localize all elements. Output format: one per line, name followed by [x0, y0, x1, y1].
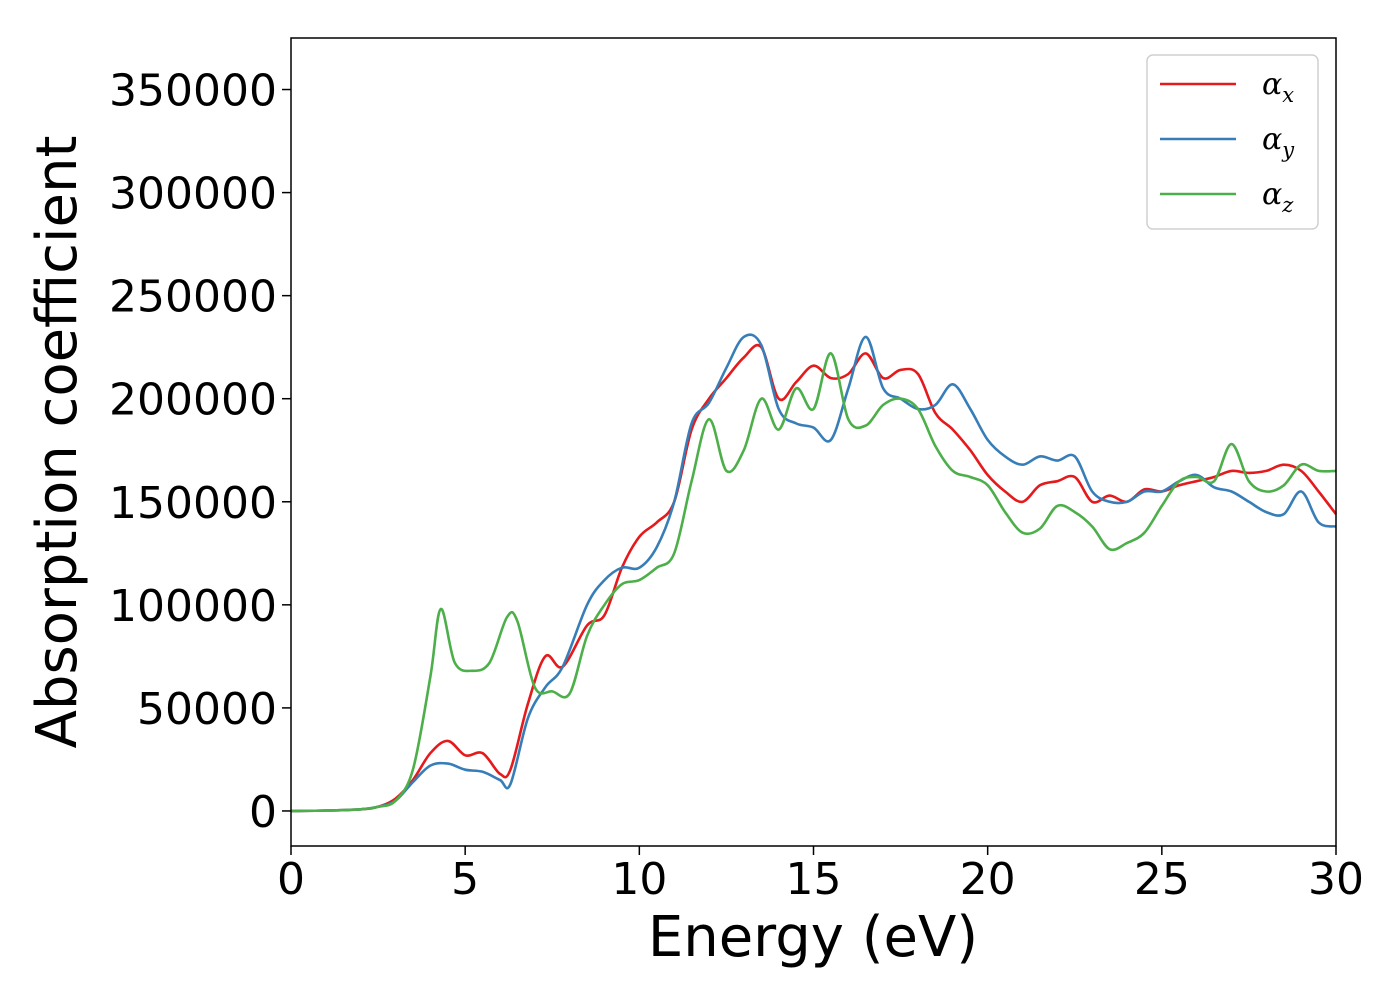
x-axis-title: Energy (eV): [648, 905, 978, 970]
y-tick-label: 0: [249, 787, 277, 838]
y-tick-label: 300000: [109, 169, 277, 220]
x-axis: 0 5 10 15 20 25 30: [277, 846, 1364, 905]
x-tick-label: 0: [277, 854, 305, 905]
series-line-x: [290, 343, 1338, 813]
x-tick-label: 10: [611, 854, 667, 905]
plot-lines: [290, 333, 1338, 813]
y-tick-label: 200000: [109, 375, 277, 426]
legend-label-y: αy: [1262, 122, 1295, 162]
series-line-z: [290, 352, 1337, 813]
x-tick-label: 30: [1308, 854, 1364, 905]
y-tick-label: 100000: [109, 581, 277, 632]
y-tick-label: 50000: [137, 684, 277, 735]
x-tick-label: 5: [451, 854, 479, 905]
y-axis-title: Absorption coefficient: [25, 136, 90, 749]
series-line-y: [290, 333, 1337, 813]
legend-label-x: αx: [1262, 67, 1294, 107]
y-tick-label: 350000: [109, 66, 277, 117]
y-axis: 0 50000 100000 150000 200000 250000 300000 3500…: [109, 66, 291, 838]
legend-box: [1146, 54, 1319, 230]
x-tick-label: 20: [960, 854, 1016, 905]
y-tick-label: 250000: [109, 272, 277, 323]
x-tick-label: 25: [1134, 854, 1190, 905]
y-tick-label: 150000: [109, 478, 277, 529]
x-tick-label: 15: [786, 854, 842, 905]
